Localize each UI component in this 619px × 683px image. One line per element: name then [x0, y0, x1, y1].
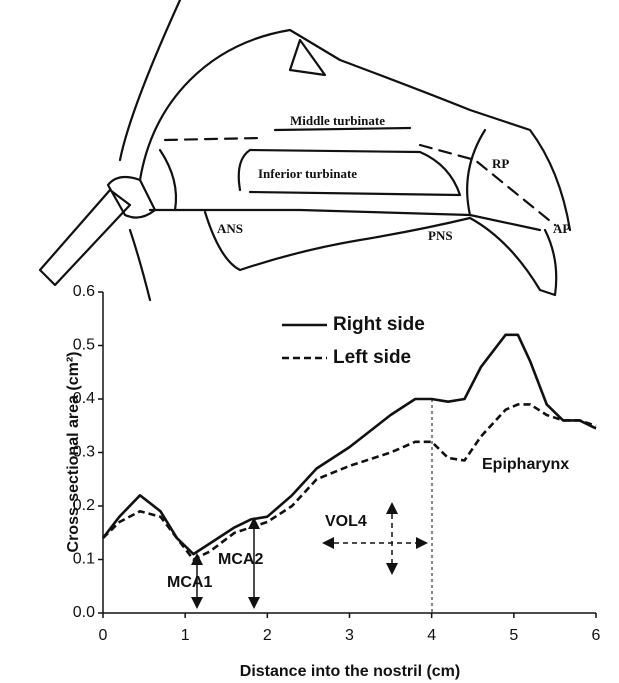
annotation: MCA2 — [218, 551, 263, 568]
annotation: Epipharynx — [482, 456, 569, 473]
x-tick-label: 4 — [427, 627, 436, 644]
legend-label: Left side — [333, 347, 411, 368]
y-tick-label: 0.2 — [73, 497, 95, 514]
series-line — [102, 403, 597, 561]
anatomy-label: Inferior turbinate — [258, 166, 357, 181]
y-tick-label: 0.0 — [73, 604, 95, 621]
anatomy-label: ANS — [217, 221, 243, 236]
anatomy-label: Middle turbinate — [290, 113, 385, 128]
y-tick-label: 0.4 — [73, 390, 95, 407]
anatomy-label: PNS — [428, 228, 453, 243]
x-tick-label: 3 — [345, 627, 354, 644]
annotation: VOL4 — [325, 513, 367, 530]
x-axis-label: Distance into the nostril (cm) — [240, 663, 460, 680]
x-tick-label: 2 — [263, 627, 272, 644]
y-axis-label: Cross-sectional area (cm²) — [65, 352, 82, 553]
x-tick-label: 0 — [99, 627, 108, 644]
x-tick-label: 1 — [181, 627, 190, 644]
anatomy-label: RP — [492, 156, 509, 171]
series-line — [101, 333, 597, 556]
anatomy-drawing: Middle turbinate Inferior turbinate RP A… — [38, 0, 572, 302]
anatomy-label: AP — [553, 221, 570, 236]
legend-label: Right side — [333, 314, 425, 335]
annotation: MCA1 — [167, 574, 212, 591]
y-tick-label: 0.3 — [73, 444, 95, 461]
y-tick-label: 0.1 — [73, 551, 95, 568]
x-tick-label: 5 — [509, 627, 518, 644]
x-tick-label: 6 — [592, 627, 601, 644]
y-tick-label: 0.6 — [73, 283, 95, 300]
plot: 0.0 0.1 0.2 0.3 0.4 0.5 0.6 0 1 2 3 4 5 6 Right side Le… — [73, 283, 601, 644]
y-tick-label: 0.5 — [73, 337, 95, 354]
annotations: MCA1 MCA2 VOL4 Epipharynx — [167, 399, 569, 613]
